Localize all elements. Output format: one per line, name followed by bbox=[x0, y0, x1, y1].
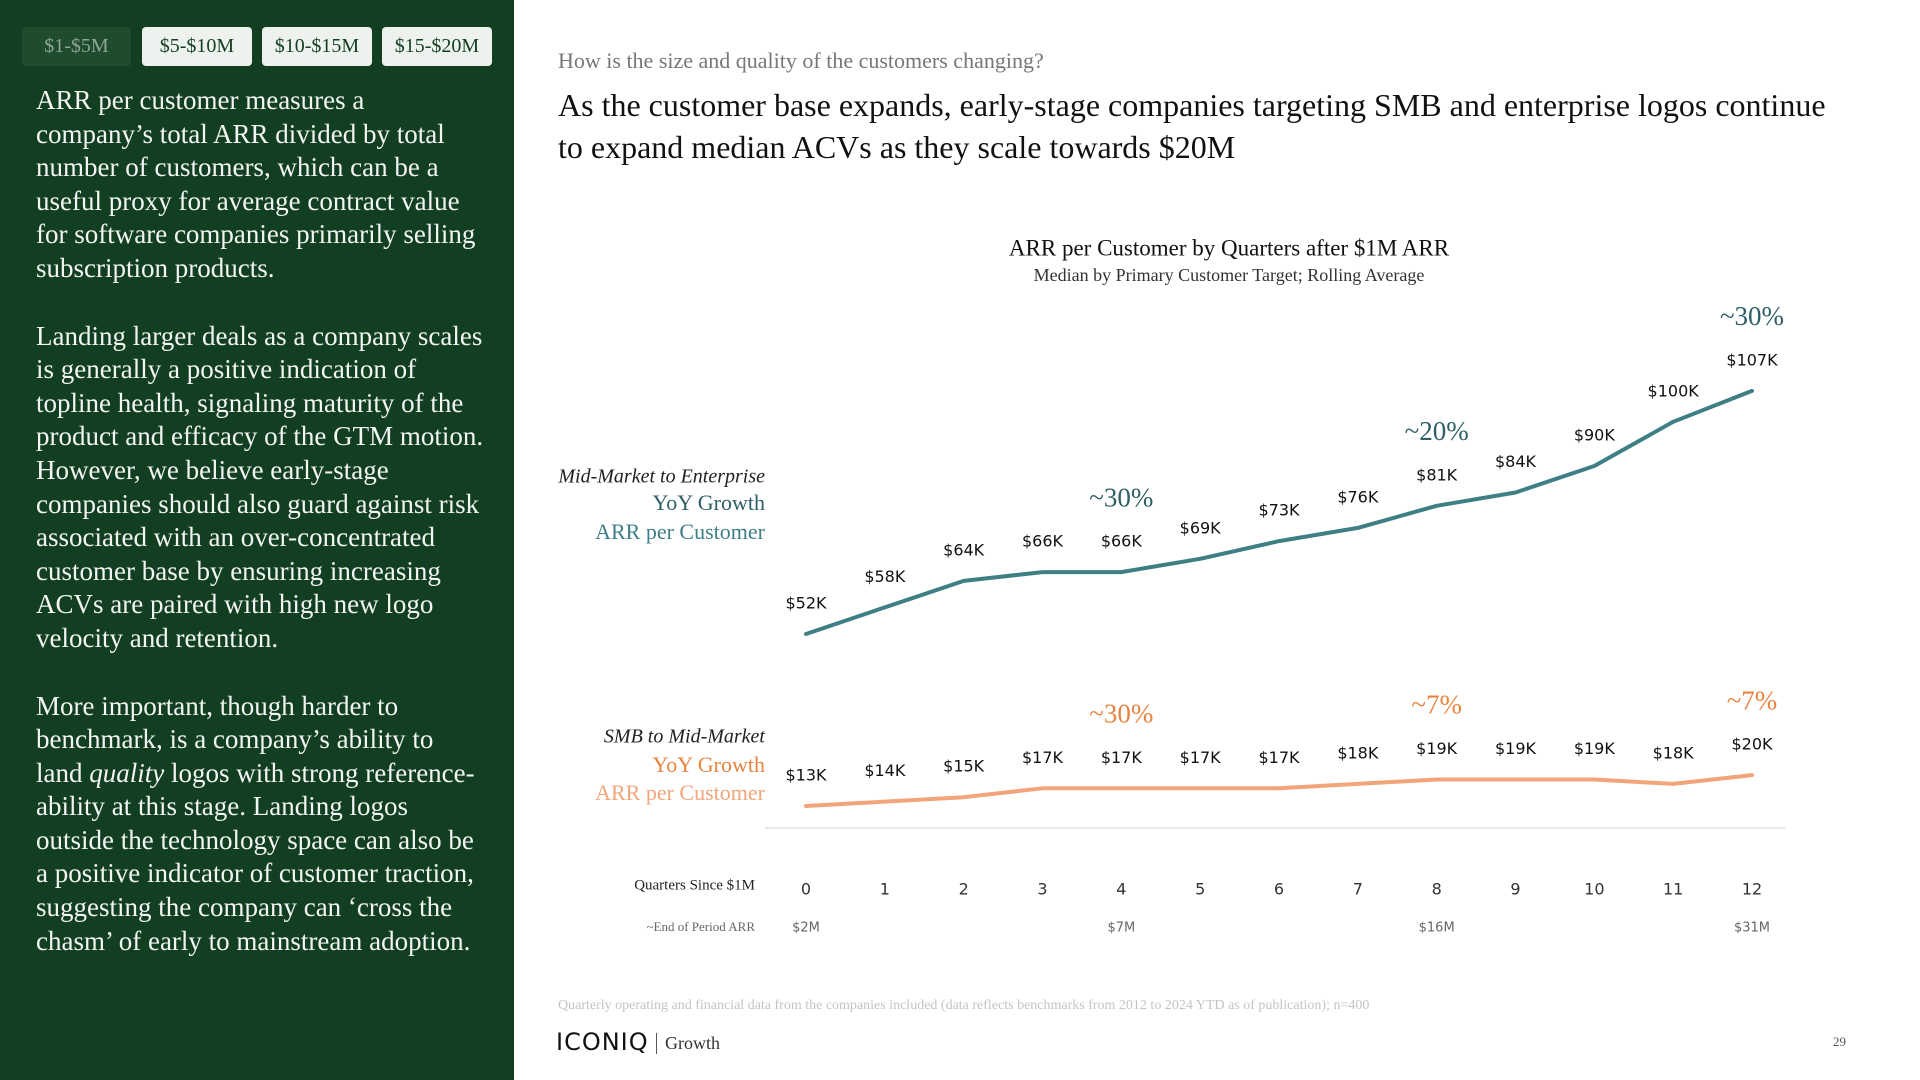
data-label: $81K bbox=[1416, 465, 1458, 484]
data-label: $17K bbox=[1180, 748, 1222, 767]
data-label: $19K bbox=[1495, 739, 1537, 758]
page-number: 29 bbox=[1833, 1034, 1846, 1049]
annotation: ~20% bbox=[1405, 416, 1469, 446]
tab[interactable]: $1-$5M bbox=[22, 27, 131, 66]
chart-title: ARR per Customer by Quarters after $1M A… bbox=[1009, 235, 1450, 260]
brand: ICONIQ bbox=[556, 1028, 649, 1056]
segment-label: Mid-Market to Enterprise bbox=[557, 466, 765, 488]
data-label: $17K bbox=[1022, 748, 1064, 767]
data-label: $100K bbox=[1648, 381, 1700, 400]
chart-subtitle: Median by Primary Customer Target; Rolli… bbox=[1034, 265, 1425, 285]
x-tick-label: 1 bbox=[880, 880, 890, 899]
paragraph: Landing larger deals as a company scales… bbox=[36, 320, 484, 653]
x-tick-label: 0 bbox=[801, 880, 811, 899]
data-label: $66K bbox=[1022, 532, 1064, 551]
paragraph: ARR per customer measures a company’s to… bbox=[36, 85, 476, 283]
secondary-axis-label: ~End of Period ARR bbox=[646, 919, 755, 934]
paragraph: More important, though harder to benchma… bbox=[36, 690, 486, 959]
legend-label: ARR per Customer bbox=[595, 780, 766, 805]
segment-label: SMB to Mid-Market bbox=[604, 726, 766, 748]
annotation: ~30% bbox=[1720, 301, 1784, 331]
data-label: $52K bbox=[785, 593, 827, 612]
sidebar-text: ARR per customer measures a company’s to… bbox=[36, 84, 486, 992]
secondary-tick-label: $7M bbox=[1107, 921, 1135, 936]
data-label: $18K bbox=[1653, 743, 1695, 762]
annotation: ~7% bbox=[1727, 685, 1778, 715]
tab[interactable]: $10-$15M bbox=[262, 27, 372, 66]
data-label: $19K bbox=[1574, 739, 1616, 758]
emphasis: quality bbox=[89, 757, 165, 788]
data-label: $90K bbox=[1574, 426, 1616, 445]
secondary-tick-label: $16M bbox=[1419, 921, 1455, 936]
tab[interactable]: $5-$10M bbox=[142, 27, 252, 66]
division: Growth bbox=[656, 1033, 720, 1054]
series-line bbox=[804, 388, 1754, 636]
data-label: $76K bbox=[1337, 487, 1379, 506]
data-label: $58K bbox=[864, 567, 906, 586]
data-label: $66K bbox=[1101, 532, 1143, 551]
x-tick-label: 5 bbox=[1195, 880, 1205, 899]
data-label: $69K bbox=[1180, 518, 1222, 537]
data-label: $73K bbox=[1258, 501, 1300, 520]
x-tick-label: 4 bbox=[1116, 880, 1126, 899]
x-tick-label: 2 bbox=[959, 880, 969, 899]
annotation: ~30% bbox=[1089, 699, 1153, 729]
x-tick-label: 12 bbox=[1742, 880, 1762, 899]
x-tick-label: 10 bbox=[1584, 880, 1604, 899]
data-label: $107K bbox=[1726, 350, 1778, 369]
data-label: $64K bbox=[943, 540, 985, 559]
x-axis-label: Quarters Since $1M bbox=[634, 877, 755, 893]
data-label: $15K bbox=[943, 757, 985, 776]
x-tick-label: 3 bbox=[1037, 880, 1047, 899]
question: How is the size and quality of the custo… bbox=[558, 48, 1044, 73]
footnote: Quarterly operating and financial data f… bbox=[558, 998, 1370, 1013]
text: More important, though harder to benchma… bbox=[36, 690, 434, 788]
tab[interactable]: $15-$20M bbox=[382, 27, 492, 66]
annotation-label: YoY Growth bbox=[653, 752, 765, 777]
series-line bbox=[804, 773, 1754, 808]
x-tick-label: 8 bbox=[1432, 880, 1442, 899]
text: logos with strong reference-ability at t… bbox=[36, 757, 475, 956]
data-label: $19K bbox=[1416, 739, 1458, 758]
x-tick-label: 11 bbox=[1663, 880, 1683, 899]
data-label: $20K bbox=[1731, 735, 1773, 754]
annotation-label: YoY Growth bbox=[653, 490, 765, 515]
x-tick-label: 6 bbox=[1274, 880, 1284, 899]
headline: As the customer base expands, early-stag… bbox=[558, 87, 1826, 165]
data-label: $14K bbox=[864, 761, 906, 780]
data-label: $17K bbox=[1258, 748, 1300, 767]
annotation: ~7% bbox=[1411, 690, 1462, 720]
data-label: $84K bbox=[1495, 452, 1537, 471]
data-label: $13K bbox=[785, 766, 827, 785]
x-tick-label: 9 bbox=[1510, 880, 1520, 899]
secondary-tick-label: $31M bbox=[1734, 921, 1770, 936]
annotation: ~30% bbox=[1089, 482, 1153, 512]
data-label: $17K bbox=[1101, 748, 1143, 767]
legend-label: ARR per Customer bbox=[595, 519, 766, 544]
data-label: $18K bbox=[1337, 743, 1379, 762]
x-tick-label: 7 bbox=[1353, 880, 1363, 899]
secondary-tick-label: $2M bbox=[792, 921, 820, 936]
sidebar: $1-$5M $5-$10M $10-$15M $15-$20M ARR per… bbox=[0, 0, 514, 1080]
